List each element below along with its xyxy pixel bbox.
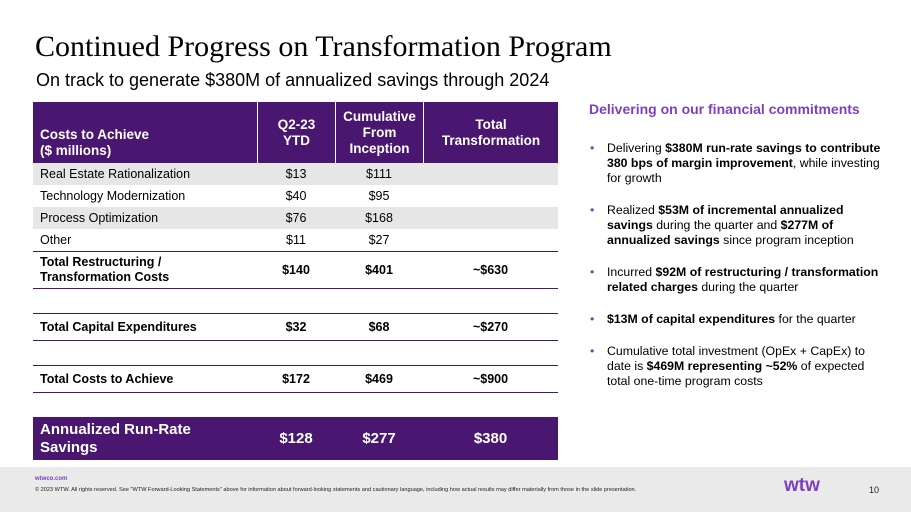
commitments-list: Delivering $380M run-rate savings to con… bbox=[590, 141, 890, 406]
wtw-logo-icon: wtw bbox=[784, 475, 820, 496]
header-costs-to-achieve: Costs to Achieve ($ millions) bbox=[40, 127, 150, 158]
panel-heading: Delivering on our financial commitments bbox=[589, 101, 860, 117]
savings-row: Annualized Run-Rate Savings $128 $277 $3… bbox=[33, 417, 558, 460]
footer-url[interactable]: wtwco.com bbox=[35, 476, 68, 482]
total-costs-row: Total Costs to Achieve $172 $469 ~$900 bbox=[33, 365, 558, 393]
header-cumulative: Cumulative From Inception bbox=[335, 102, 423, 163]
table-row: Other $11 $27 bbox=[40, 233, 390, 247]
table-row: Process Optimization $76 $168 bbox=[33, 207, 558, 229]
table-row: Real Estate Rationalization $13 $111 bbox=[33, 163, 558, 185]
svg-text:wtw: wtw bbox=[784, 475, 820, 496]
footer-bar bbox=[0, 467, 911, 512]
table-row: Technology Modernization $40 $95 bbox=[40, 189, 390, 203]
total-restructuring-row: Total Restructuring / Transformation Cos… bbox=[33, 251, 558, 289]
total-capex-row: Total Capital Expenditures $32 $68 ~$270 bbox=[33, 313, 558, 341]
list-item: Incurred $92M of restructuring / transfo… bbox=[590, 265, 890, 295]
page-subtitle: On track to generate $380M of annualized… bbox=[36, 70, 550, 90]
page-number: 10 bbox=[869, 485, 880, 495]
list-item: $13M of capital expenditures for the qua… bbox=[590, 312, 890, 327]
costs-table: Costs to Achieve ($ millions) Q2-23 YTD C… bbox=[33, 102, 558, 460]
header-total-transformation: Total Transformation bbox=[423, 102, 558, 163]
list-item: Realized $53M of incremental annualized … bbox=[590, 203, 890, 248]
table-header-row: Costs to Achieve ($ millions) Q2-23 YTD C… bbox=[33, 102, 558, 163]
header-q2-ytd: Q2-23 YTD bbox=[257, 102, 335, 163]
page-title: Continued Progress on Transformation Pro… bbox=[35, 30, 612, 63]
list-item: Cumulative total investment (OpEx + CapE… bbox=[590, 344, 890, 389]
footer-legal: © 2023 WTW. All rights reserved. See "WT… bbox=[35, 487, 637, 493]
list-item: Delivering $380M run-rate savings to con… bbox=[590, 141, 890, 186]
